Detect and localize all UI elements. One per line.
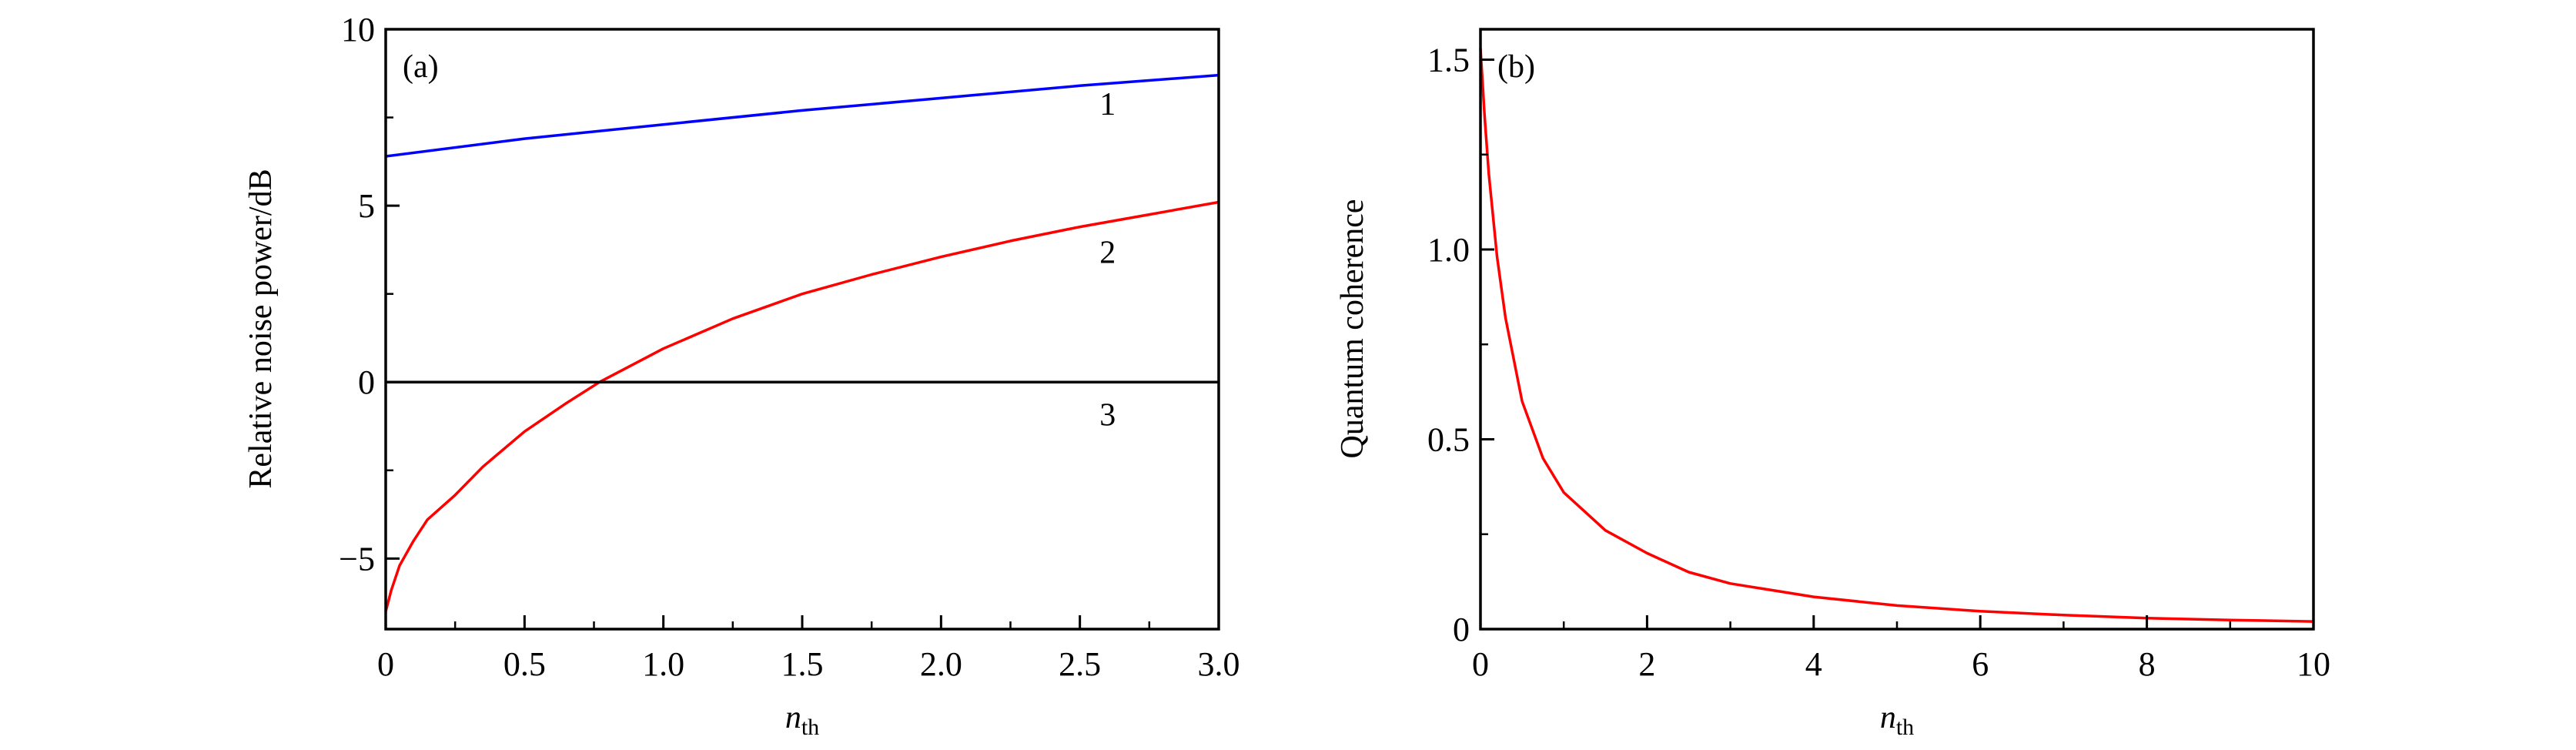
x-label-sub: th <box>801 715 819 740</box>
panel-a-label: (a) <box>403 49 439 85</box>
series-line-0 <box>1479 48 2314 623</box>
panel-b-label: (b) <box>1497 49 1535 85</box>
x-tick-label: 2.0 <box>920 645 962 683</box>
panel-a-x-axis-label: nth <box>785 700 819 740</box>
x-tick-label: 0 <box>1472 645 1489 683</box>
y-tick-label: 0 <box>1453 611 1470 648</box>
x-tick-label: 2.5 <box>1059 645 1101 683</box>
y-tick-label: 1.5 <box>1427 41 1470 79</box>
series-line-1 <box>385 73 1219 158</box>
x-label-sub: th <box>1896 715 1914 740</box>
x-tick-label: 2 <box>1638 645 1655 683</box>
series-label-3: 3 <box>1099 397 1116 433</box>
plot-frame <box>1479 28 2315 631</box>
panel-a: (a) Relative noise power/dB nth 1 2 3 0 0.5 1… <box>243 11 1240 740</box>
panel-b-x-axis-label: nth <box>1880 700 1914 740</box>
x-tick-label: 0.5 <box>503 645 546 683</box>
series-line-2 <box>384 200 1219 612</box>
panel-a-y-axis-label: Relative noise power/dB <box>243 169 279 488</box>
x-tick-label: 6 <box>1972 645 1989 683</box>
x-label-main: n <box>785 700 801 735</box>
x-tick-label: 1.5 <box>781 645 824 683</box>
x-tick-label: 10 <box>2297 645 2330 683</box>
x-tick-label: 1.0 <box>642 645 684 683</box>
panel-b: (b) Quantum coherence nth 0 2 4 6 8 10 0 0.5 1.0… <box>1335 28 2330 740</box>
series-label-2: 2 <box>1099 236 1116 271</box>
y-tick-label: 10 <box>341 11 375 49</box>
y-tick-label: −5 <box>339 540 375 578</box>
x-label-main: n <box>1880 700 1896 735</box>
y-tick-label: 0.5 <box>1427 420 1470 458</box>
x-tick-label: 0 <box>377 645 394 683</box>
y-tick-label: 5 <box>358 187 375 225</box>
panel-b-y-axis-label: Quantum coherence <box>1335 199 1370 458</box>
series-label-1: 1 <box>1099 87 1116 122</box>
x-tick-label: 8 <box>2139 645 2156 683</box>
plot-frame <box>384 28 1220 631</box>
y-tick-label: 0 <box>358 363 375 401</box>
y-tick-label: 1.0 <box>1427 231 1470 269</box>
x-tick-label: 3.0 <box>1198 645 1240 683</box>
x-tick-label: 4 <box>1805 645 1822 683</box>
